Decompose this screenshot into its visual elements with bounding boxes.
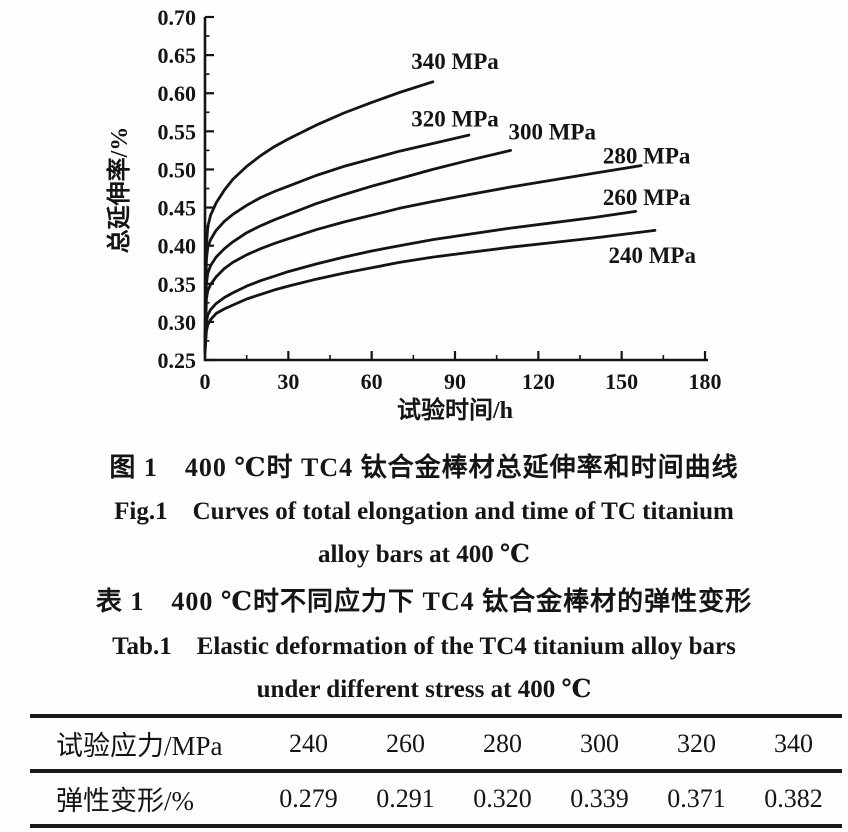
deformation-value-cell: 0.339 — [570, 783, 629, 813]
x-tick-label: 60 — [361, 369, 383, 394]
figure-caption-en-line2: alloy bars at 400 ℃ — [318, 541, 530, 568]
figure-caption-cn: 图 1 400 ℃时 TC4 钛合金棒材总延伸率和时间曲线 — [109, 453, 739, 482]
y-tick-label: 0.50 — [158, 157, 197, 182]
curve-240-MPa — [203, 229, 657, 354]
y-tick-label: 0.55 — [158, 119, 197, 144]
y-tick-label: 0.30 — [158, 310, 197, 335]
y-tick-label: 0.65 — [158, 43, 197, 68]
deformation-value-cell: 0.382 — [764, 783, 823, 813]
y-tick-label: 0.60 — [158, 81, 197, 106]
y-tick-label: 0.40 — [158, 234, 197, 259]
table-caption-en-line1: Tab.1 Elastic deformation of the TC4 tit… — [112, 633, 736, 660]
x-tick-label: 150 — [605, 369, 638, 394]
row-header-stress: 试验应力/MPa — [56, 731, 223, 761]
curve-300-MPa — [203, 149, 512, 350]
curve-280-MPa — [203, 164, 643, 351]
curve-label-260-MPa: 260 MPa — [603, 185, 691, 210]
y-tick-label: 0.25 — [158, 348, 197, 373]
y-tick-label: 0.70 — [158, 5, 197, 30]
stress-value-cell: 340 — [774, 728, 813, 758]
elastic-deformation-table: 试验应力/MPa 240 260 280 300 320 340 弹性变形/% … — [30, 714, 842, 828]
stress-value-cell: 280 — [483, 728, 522, 758]
curve-label-240-MPa: 240 MPa — [608, 243, 696, 268]
curve-label-340-MPa: 340 MPa — [411, 49, 499, 74]
table-caption-cn: 表 1 400 ℃时不同应力下 TC4 钛合金棒材的弹性变形 — [95, 587, 753, 616]
deformation-value-cell: 0.371 — [667, 783, 726, 813]
curve-label-320-MPa: 320 MPa — [411, 106, 499, 131]
y-tick-label: 0.45 — [158, 196, 197, 221]
stress-value-cell: 300 — [580, 728, 619, 758]
deformation-value-cell: 0.279 — [279, 783, 338, 813]
deformation-value-cell: 0.320 — [473, 783, 532, 813]
curve-label-300-MPa: 300 MPa — [508, 119, 596, 144]
stress-value-cell: 260 — [386, 728, 425, 758]
x-tick-label: 0 — [200, 369, 211, 394]
curve-320-MPa — [203, 133, 471, 348]
figure-caption-en-line1: Fig.1 Curves of total elongation and tim… — [114, 498, 734, 525]
row-header-elastic-deformation: 弹性变形/% — [56, 786, 194, 816]
x-axis-title: 试验时间/h — [397, 396, 513, 424]
table-caption-en-line2: under different stress at 400 ℃ — [256, 676, 592, 703]
deformation-value-cell: 0.291 — [376, 783, 435, 813]
x-tick-label: 30 — [277, 369, 299, 394]
curve-260-MPa — [203, 210, 637, 353]
elongation-time-chart: 0.25 0.30 0.35 0.40 0.45 0.50 0.55 0.60 0.65 0.70… — [105, 5, 722, 424]
x-tick-label: 120 — [522, 369, 555, 394]
table-row-elastic-deformation: 弹性变形/% 0.279 0.291 0.320 0.339 0.371 0.3… — [30, 773, 842, 824]
stress-value-cell: 240 — [289, 728, 328, 758]
curve-340-MPa — [203, 80, 435, 347]
stress-value-cell: 320 — [677, 728, 716, 758]
y-tick-label: 0.35 — [158, 272, 197, 297]
x-tick-label: 90 — [444, 369, 466, 394]
x-tick-label: 180 — [689, 369, 722, 394]
curve-label-280-MPa: 280 MPa — [603, 144, 691, 169]
table-row-stress: 试验应力/MPa 240 260 280 300 320 340 — [30, 718, 842, 773]
y-axis-title: 总延伸率/% — [105, 127, 133, 254]
